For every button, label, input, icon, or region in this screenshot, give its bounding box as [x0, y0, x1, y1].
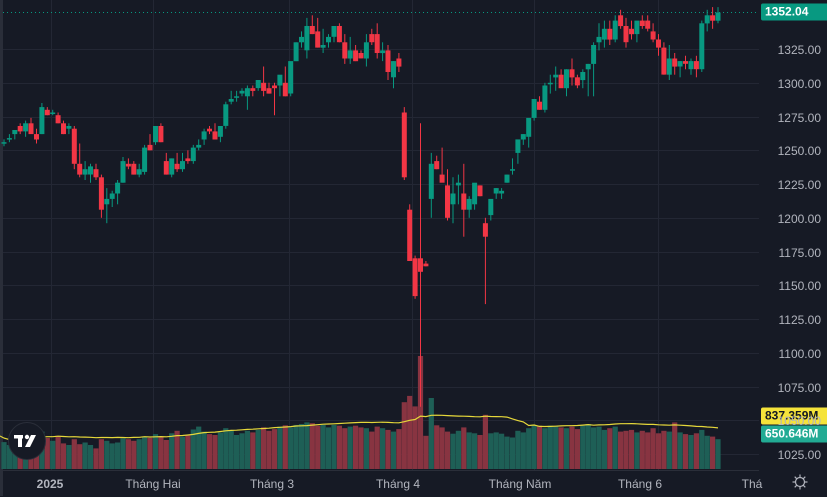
- time-label: 2025: [36, 477, 64, 491]
- time-label: Tháng Hai: [125, 477, 181, 491]
- time-label: Tháng 4: [375, 477, 421, 491]
- time-label: Tháng Năm: [488, 477, 552, 491]
- candlestick-chart[interactable]: [0, 0, 759, 470]
- price-tick-label: 1150.00: [778, 278, 822, 293]
- price-tick-label: 1225.00: [777, 177, 821, 192]
- chart-pane[interactable]: [0, 0, 759, 470]
- time-axis[interactable]: 2025 Tháng Hai Tháng 3 Tháng 4 Tháng Năm Thán…: [0, 470, 762, 497]
- time-label: Tháng 3: [249, 477, 295, 491]
- time-label: Tháng 6: [617, 477, 663, 491]
- price-tick-label: 1025.00: [777, 447, 821, 462]
- tradingview-logo-icon[interactable]: [8, 422, 46, 460]
- time-label: Thá: [741, 477, 763, 491]
- volume-bars: [1, 356, 721, 469]
- gear-icon[interactable]: [792, 474, 808, 490]
- price-tick-label: 1300.00: [777, 76, 821, 91]
- volume-tag: 650.646M: [761, 425, 827, 443]
- price-tick-label: 1100.00: [778, 346, 822, 361]
- chart-settings-corner[interactable]: [759, 470, 827, 496]
- price-tick-label: 1325.00: [777, 42, 821, 57]
- price-tick-label: 1250.00: [777, 143, 821, 158]
- price-tick-label: 1125.00: [778, 312, 822, 327]
- grid-lines: [3, 0, 759, 470]
- price-tick-label: 1275.00: [777, 110, 821, 125]
- price-tick-label: 1175.00: [778, 245, 822, 260]
- volume-ma-line: [0, 414, 719, 441]
- price-tick-label: 1075.00: [777, 380, 821, 395]
- volume-ma-tag: 837.359M: [761, 407, 827, 425]
- last-price-tag: 1352.04: [761, 3, 827, 21]
- price-scale[interactable]: 1352.04 837.359M 650.646M 1025.00 1050.00…: [759, 0, 827, 470]
- price-candles: [1, 7, 721, 407]
- price-tick-label: 1050.00: [777, 413, 821, 428]
- price-tick-label: 1200.00: [777, 211, 821, 226]
- left-edge-strip: [0, 0, 3, 496]
